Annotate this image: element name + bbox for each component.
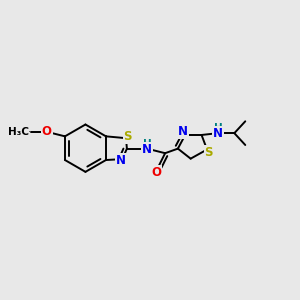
- Text: N: N: [116, 154, 125, 167]
- Text: H₃C: H₃C: [8, 127, 29, 137]
- Text: S: S: [124, 130, 132, 143]
- Text: O: O: [151, 166, 161, 179]
- Text: H: H: [214, 123, 222, 133]
- Text: H: H: [142, 139, 151, 149]
- Text: N: N: [142, 143, 152, 156]
- Text: O: O: [42, 125, 52, 138]
- Text: O: O: [29, 131, 30, 132]
- Text: N: N: [213, 127, 223, 140]
- Text: N: N: [178, 125, 188, 138]
- Text: S: S: [205, 146, 213, 159]
